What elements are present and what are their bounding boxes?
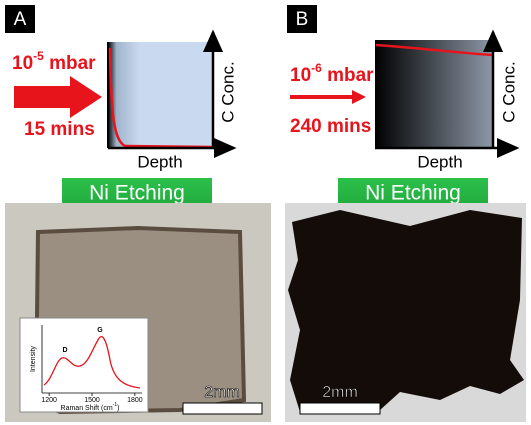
pressure-base: 10 [12,53,33,74]
pressure-exponent: -5 [33,49,44,63]
red-arrow [14,76,102,118]
x-axis-label: Depth [417,152,462,171]
pressure-unit: mbar [322,65,374,86]
pressure-unit: mbar [44,53,96,74]
y-axis-label: C Conc. [499,61,518,122]
y-axis-label: C Conc. [218,61,237,122]
scale-bar [183,403,262,414]
scale-bar [300,403,380,414]
time: 15 mins [24,119,95,140]
inset-x-text: Raman Shift (cm [61,405,113,412]
x-axis-label: Depth [137,152,182,171]
red-arrow [290,90,366,104]
time: 240 mins [290,116,371,137]
panel-b: B C Conc. Depth 10-6 mbar 240 mins Ni Et… [285,5,526,422]
panel-label: A [14,9,27,30]
pressure: 10-5 mbar [12,49,96,74]
pressure: 10-6 mbar [290,61,374,86]
scale-label: 2mm [204,384,240,401]
pressure-exponent: -6 [311,61,322,75]
inset-x-close: ) [117,405,119,412]
inset-tick-label: 1800 [127,397,143,404]
pressure-base: 10 [290,65,311,86]
inset-y-label: Intensity [30,345,37,372]
panel-a: A C Conc. Depth 10-5 mbar 15 mins Ni Etc… [5,5,271,422]
figure: A C Conc. Depth 10-5 mbar 15 mins Ni Etc… [0,0,531,425]
peak-d: D [62,347,67,354]
scale-label: 2mm [322,384,358,401]
concentration-box [108,42,213,148]
panel-label: B [296,9,309,30]
inset-tick-label: 1200 [41,397,57,404]
concentration-box [375,40,492,148]
peak-g: G [97,327,103,334]
sample-b [288,210,524,412]
etch-label: Ni Etching [365,182,461,205]
etch-label: Ni Etching [89,182,185,205]
inset-tick-label: 1500 [84,397,100,404]
